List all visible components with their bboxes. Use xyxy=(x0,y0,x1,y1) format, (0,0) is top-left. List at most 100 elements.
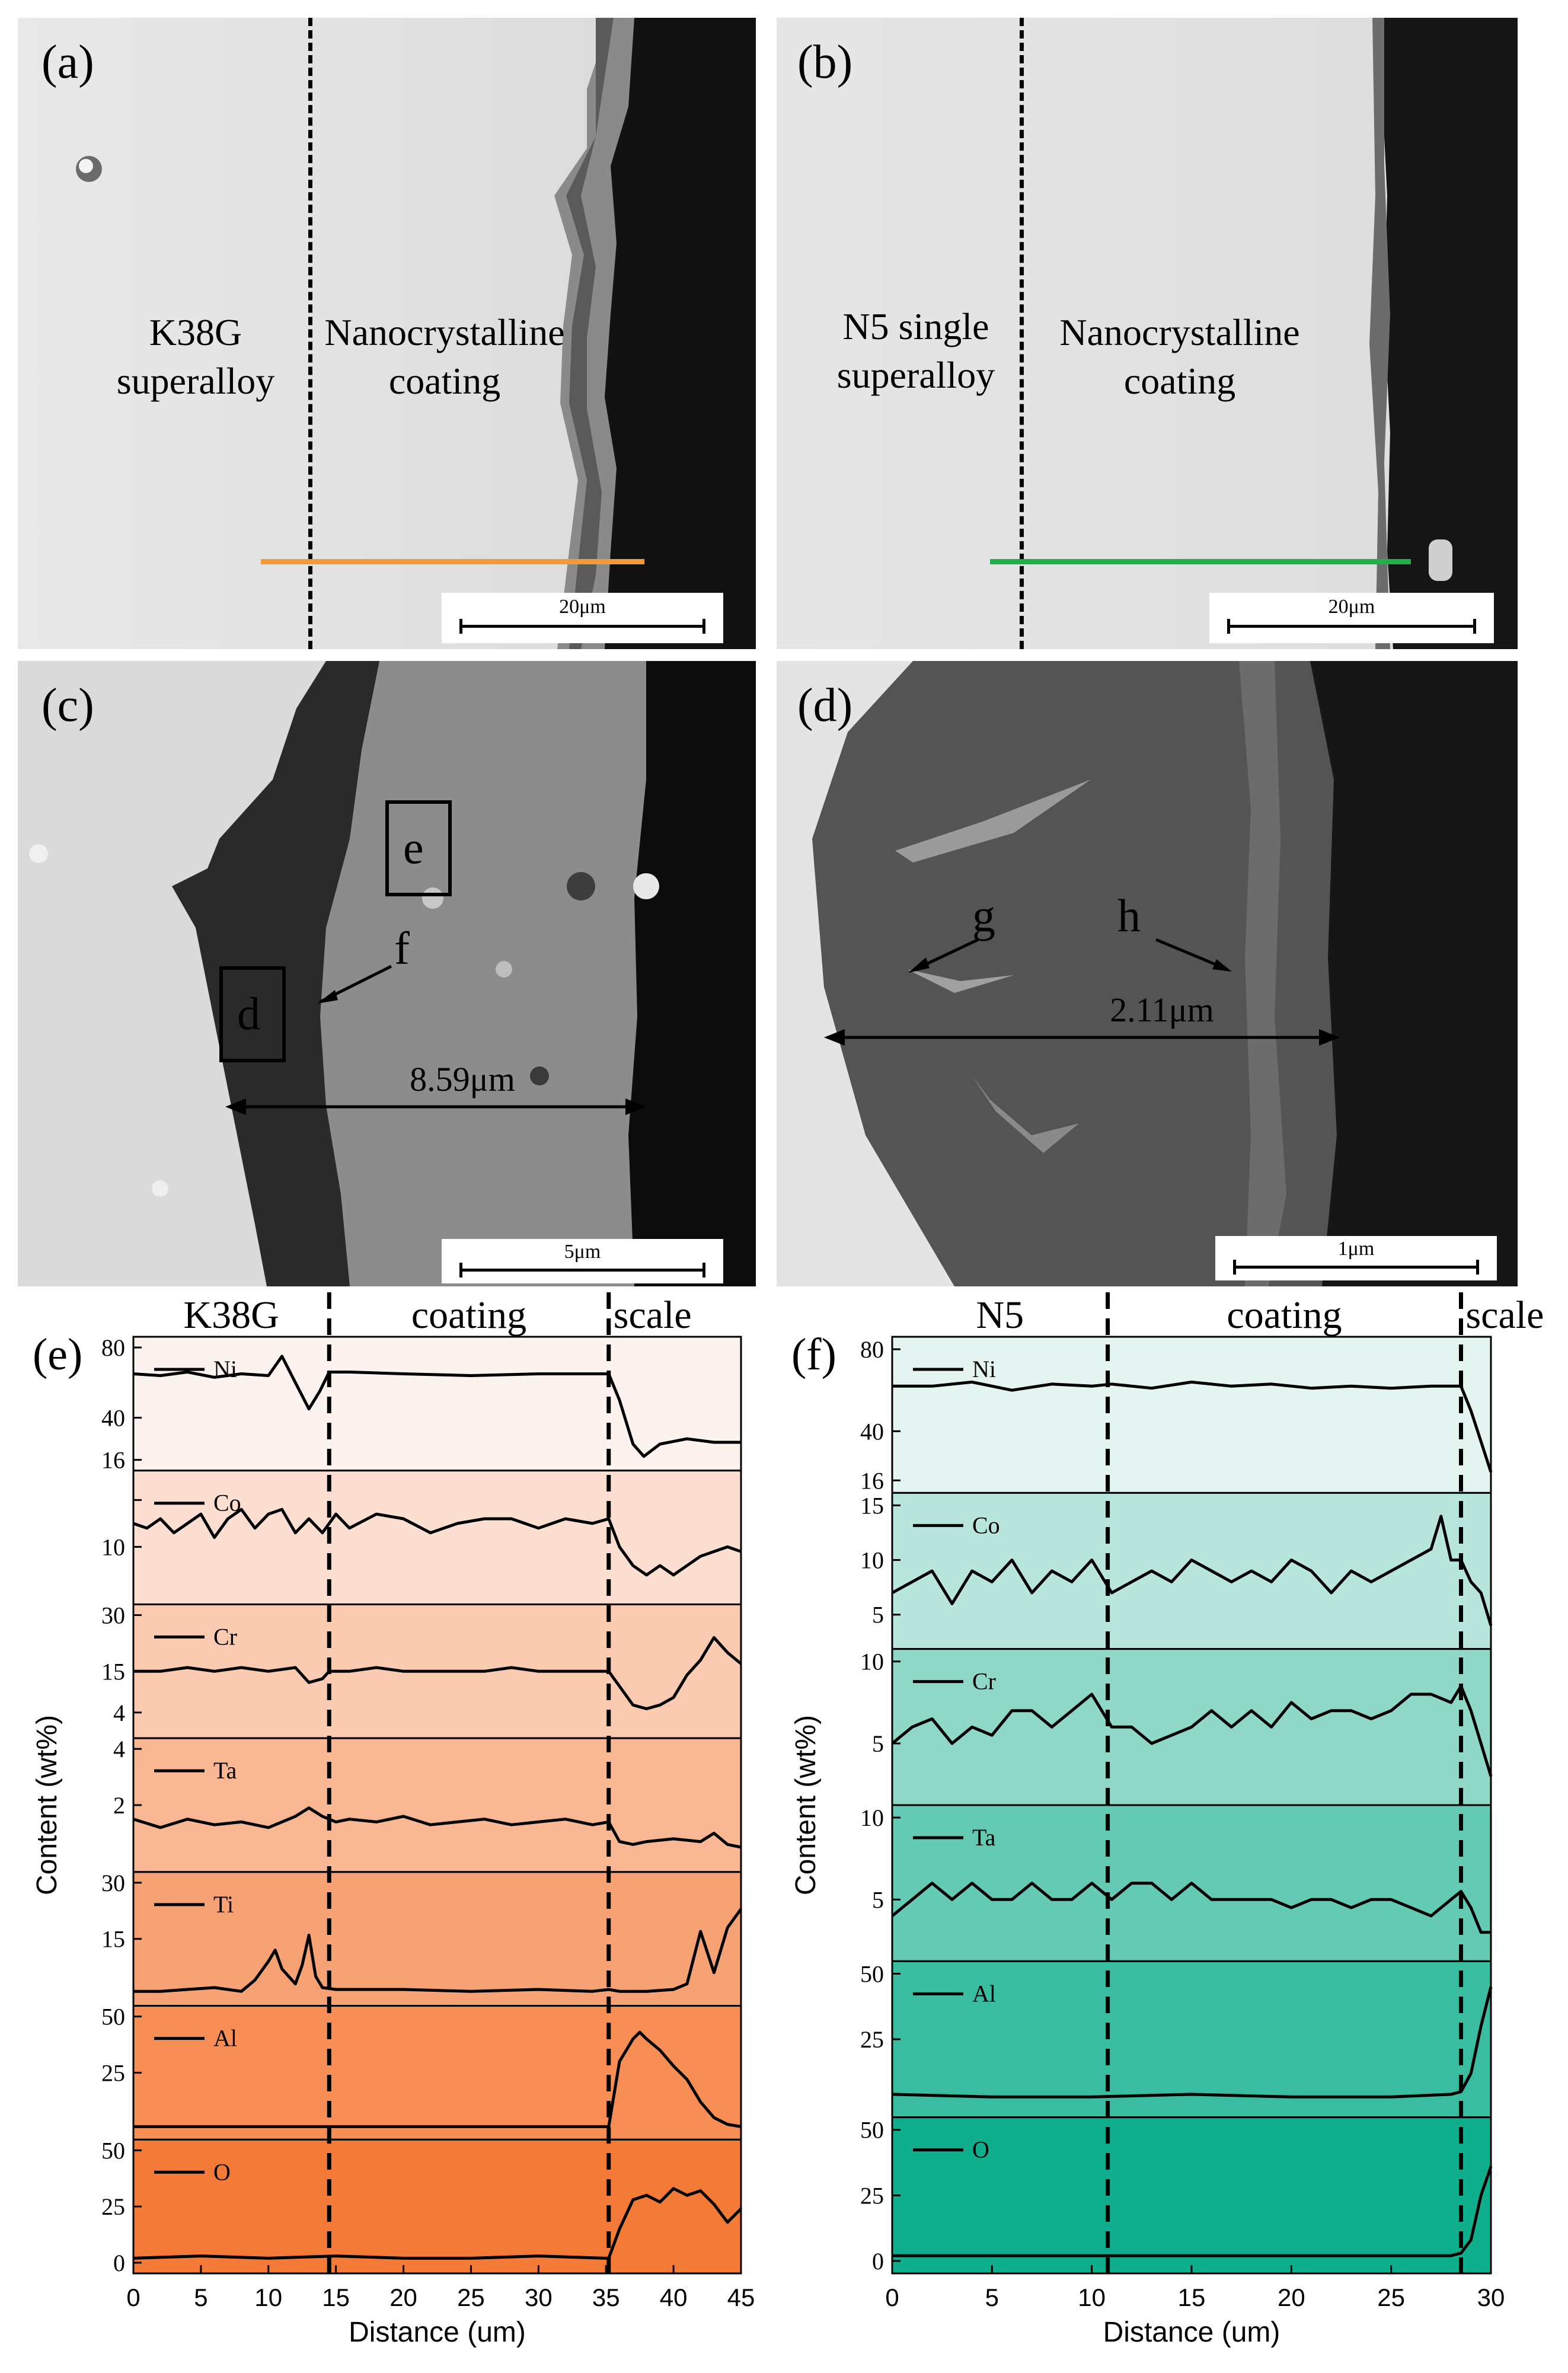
legend-label: Ti xyxy=(213,1891,234,1918)
panel-label: (f) xyxy=(791,1330,836,1379)
scale-bar-label: 5μm xyxy=(564,1241,601,1263)
line-scan-chart: 804016Ni10Co30154Cr42Ta3015Ti5025Al50250… xyxy=(31,1292,755,2348)
legend-label: Ni xyxy=(972,1356,996,1382)
y-tick-label: 40 xyxy=(860,1418,884,1445)
legend-label: Ta xyxy=(213,1757,237,1784)
sem-panel-d: g h 2.11μm (d) 1μm xyxy=(777,661,1518,1286)
x-tick-label: 15 xyxy=(1178,2283,1206,2311)
x-tick-label: 0 xyxy=(885,2283,899,2311)
x-axis-label: Distance (um) xyxy=(349,2317,526,2348)
series-line-ni xyxy=(133,1355,741,1458)
y-tick-label: 4 xyxy=(113,1736,125,1762)
region-label: coating xyxy=(1227,1294,1342,1337)
y-tick-label: 5 xyxy=(872,1730,884,1757)
region-line-2: coating xyxy=(1123,360,1236,402)
x-tick-label: 10 xyxy=(1078,2283,1106,2311)
y-tick-label: 10 xyxy=(860,1649,884,1675)
region-label: K38G xyxy=(183,1294,279,1337)
box-d-label: d xyxy=(237,988,260,1039)
legend-label: Co xyxy=(972,1512,1000,1538)
region-line-2: coating xyxy=(388,360,501,402)
measure-label-d: 2.11μm xyxy=(1110,991,1214,1029)
y-tick-label: 5 xyxy=(872,1602,884,1628)
y-tick-label: 30 xyxy=(101,1602,125,1628)
panel-label-a: (a) xyxy=(41,36,94,88)
y-tick-label: 4 xyxy=(113,1700,125,1726)
x-tick-label: 25 xyxy=(457,2283,485,2311)
element-strip-co xyxy=(891,1491,1492,1650)
legend-label: Ta xyxy=(972,1824,996,1851)
legend-label: O xyxy=(972,2136,989,2163)
x-tick-label: 10 xyxy=(254,2283,282,2311)
box-e xyxy=(385,800,452,896)
linescan-line-a xyxy=(261,559,644,564)
element-strip-al xyxy=(891,1960,1492,2119)
legend-label: Al xyxy=(972,1980,996,2007)
arrow-h-label: h xyxy=(1117,890,1141,941)
annotation-overlay-d xyxy=(824,938,1340,1046)
sem-image-b xyxy=(777,18,1518,649)
y-tick-label: 10 xyxy=(101,1534,125,1560)
legend-label: Co xyxy=(213,1490,241,1516)
series-line-ta xyxy=(133,1806,742,1849)
series-line-al xyxy=(892,1986,1493,2099)
element-strip-o xyxy=(891,2116,1492,2275)
y-axis-label: Content (wt%) xyxy=(790,1715,822,1895)
legend-label: Cr xyxy=(213,1623,237,1650)
region-line-1: N5 single xyxy=(842,305,989,347)
element-strip-ni xyxy=(132,1336,742,1472)
panel-label-d: (d) xyxy=(797,679,853,732)
x-tick-label: 20 xyxy=(1278,2283,1305,2311)
element-strip-ni xyxy=(891,1336,1492,1494)
panel-label-b: (b) xyxy=(797,36,853,88)
x-tick-label: 35 xyxy=(592,2283,620,2311)
scale-bar-c: 5μm xyxy=(442,1239,723,1283)
legend-label: Cr xyxy=(972,1668,996,1695)
scale-bar-label: 20μm xyxy=(559,596,606,618)
sem-image-d xyxy=(777,661,1518,1286)
region-line-1: Nanocrystalline xyxy=(324,311,565,353)
legend-label: O xyxy=(213,2158,231,2185)
region-label-substrate-a: K38G superalloy xyxy=(107,308,285,405)
y-tick-label: 25 xyxy=(860,2182,884,2209)
region-label-coating-b: Nanocrystalline coating xyxy=(1049,308,1310,405)
element-strip-al xyxy=(132,2005,742,2141)
legend-label: Ni xyxy=(213,1356,237,1382)
y-tick-label: 0 xyxy=(872,2248,884,2275)
x-tick-label: 0 xyxy=(126,2283,140,2311)
x-tick-label: 5 xyxy=(194,2283,207,2311)
box-e-label: e xyxy=(403,822,424,873)
dashed-boundary-a xyxy=(308,18,312,649)
y-tick-label: 40 xyxy=(101,1405,125,1432)
x-tick-label: 25 xyxy=(1377,2283,1405,2311)
y-tick-label: 25 xyxy=(860,2026,884,2053)
region-label: N5 xyxy=(976,1294,1024,1337)
y-tick-label: 15 xyxy=(101,1658,125,1685)
sem-image-c xyxy=(18,661,756,1286)
region-label: coating xyxy=(411,1294,526,1337)
region-line-1: Nanocrystalline xyxy=(1059,311,1300,353)
y-tick-label: 50 xyxy=(101,2137,125,2164)
y-tick-label: 15 xyxy=(101,1926,125,1953)
scale-bar-d: 1μm xyxy=(1215,1236,1497,1280)
measure-label-c: 8.59μm xyxy=(410,1060,515,1098)
y-tick-label: 10 xyxy=(860,1804,884,1831)
sem-panel-c: d e f 8.59μm (c) 5μm xyxy=(18,661,756,1286)
annotation-overlay-c xyxy=(225,964,646,1115)
series-line-o xyxy=(133,2187,742,2260)
x-tick-label: 15 xyxy=(322,2283,350,2311)
dashed-boundary-b xyxy=(1020,18,1024,649)
y-tick-label: 80 xyxy=(101,1334,125,1361)
y-tick-label: 25 xyxy=(101,2059,125,2086)
linescan-line-b xyxy=(990,559,1411,564)
series-line-cr xyxy=(891,1684,1493,1777)
y-tick-label: 5 xyxy=(872,1886,884,1913)
scale-bar-a: 20μm xyxy=(442,593,723,643)
series-line-cr xyxy=(133,1636,742,1710)
region-label-coating-a: Nanocrystalline coating xyxy=(314,308,575,405)
element-strip-co xyxy=(132,1470,742,1605)
series-line-ti xyxy=(133,1908,743,1993)
scale-bar-label: 20μm xyxy=(1328,596,1375,618)
region-label-substrate-b: N5 single superalloy xyxy=(815,302,1017,400)
y-tick-label: 80 xyxy=(860,1336,884,1363)
